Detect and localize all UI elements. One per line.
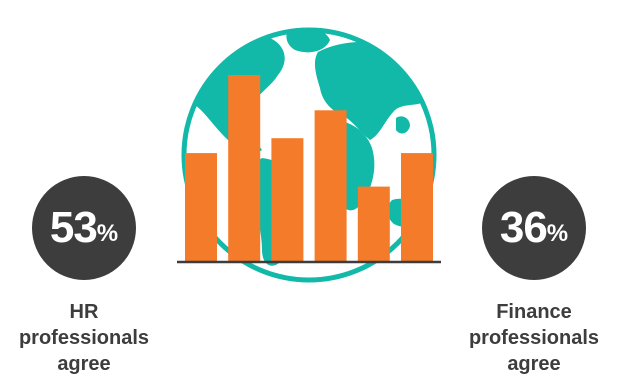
- globe-icon: [181, 27, 437, 283]
- stat-label-line: agree: [57, 353, 111, 375]
- stat-label-line: Finance: [496, 301, 572, 323]
- stat-label-hr: HR professionals agree: [0, 299, 169, 377]
- decorative-bar: [357, 186, 390, 261]
- stat-unit-finance: %: [546, 220, 569, 247]
- stat-label-line: professionals: [468, 327, 600, 349]
- decorative-bar: [271, 138, 304, 261]
- stat-label-finance: Finance professionals agree: [449, 299, 619, 377]
- decorative-bar: [314, 110, 347, 261]
- stat-label-line: HR: [69, 301, 99, 323]
- decorative-bar: [228, 75, 261, 261]
- stat-circle-hr: 53%: [32, 176, 136, 280]
- globe-outline: [181, 27, 437, 283]
- decorative-bar: [401, 153, 433, 261]
- stat-label-line: agree: [507, 353, 561, 375]
- stat-value-hr: 53: [49, 203, 98, 252]
- decorative-bar: [185, 153, 217, 261]
- stat-label-line: professionals: [18, 327, 150, 349]
- stat-unit-hr: %: [96, 220, 119, 247]
- bar-chart-icon: [185, 75, 433, 261]
- stat-circle-finance: 36%: [482, 176, 586, 280]
- stat-value-finance: 36: [499, 203, 548, 252]
